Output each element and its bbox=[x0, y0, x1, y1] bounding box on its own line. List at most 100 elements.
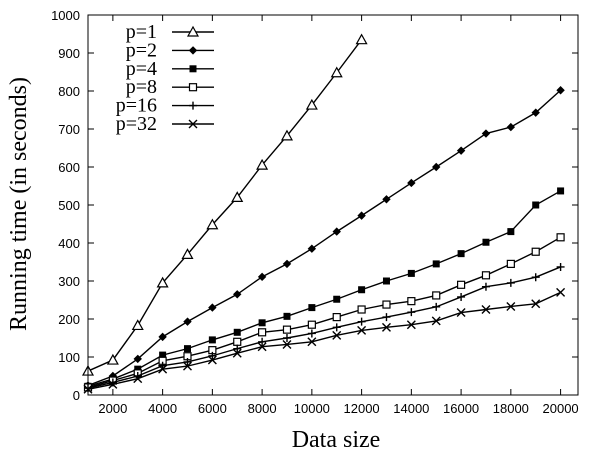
axis-ticks: 2000 4000 6000 8000 10000 12000 14000 16000 1800… bbox=[51, 8, 579, 416]
data-point bbox=[556, 262, 565, 271]
data-point bbox=[506, 259, 515, 268]
y-tick-label: 100 bbox=[58, 350, 80, 365]
data-point bbox=[308, 304, 316, 312]
data-point bbox=[407, 178, 416, 188]
legend-marker bbox=[189, 101, 197, 110]
data-point bbox=[481, 271, 491, 280]
data-point bbox=[481, 282, 490, 291]
y-tick-label: 800 bbox=[58, 84, 80, 99]
data-point bbox=[282, 325, 292, 334]
data-point bbox=[257, 272, 267, 282]
data-point bbox=[457, 292, 466, 301]
data-point bbox=[233, 290, 242, 299]
data-point bbox=[307, 244, 317, 253]
x-axis-title: Data size bbox=[292, 427, 381, 453]
legend: p=1p=2p=4p=8p=16p=32 bbox=[116, 21, 214, 135]
data-point bbox=[257, 342, 267, 352]
data-point bbox=[456, 308, 466, 318]
data-point bbox=[357, 325, 367, 335]
data-point bbox=[481, 129, 491, 138]
data-point bbox=[233, 344, 242, 353]
data-point bbox=[233, 328, 241, 336]
data-point bbox=[432, 162, 441, 172]
data-point bbox=[406, 320, 416, 330]
plot-frame bbox=[87, 14, 579, 396]
series-line bbox=[87, 190, 561, 387]
x-tick-label: 8000 bbox=[248, 401, 277, 416]
data-point bbox=[206, 218, 219, 230]
data-point bbox=[283, 312, 291, 320]
x-tick-label: 18000 bbox=[493, 401, 529, 416]
data-point bbox=[233, 337, 242, 346]
data-point bbox=[258, 319, 266, 327]
data-point bbox=[407, 297, 416, 306]
data-point bbox=[457, 250, 465, 258]
data-point bbox=[382, 277, 390, 285]
data-point bbox=[258, 337, 267, 346]
legend-label: p=8 bbox=[126, 76, 157, 98]
data-point bbox=[382, 313, 391, 322]
y-tick-label: 0 bbox=[73, 388, 80, 403]
series-line bbox=[87, 291, 561, 390]
y-tick-label: 700 bbox=[58, 122, 80, 137]
data-point bbox=[432, 291, 441, 300]
data-point bbox=[382, 300, 391, 309]
data-point bbox=[207, 355, 217, 365]
data-point bbox=[231, 191, 244, 202]
data-point bbox=[133, 374, 143, 384]
legend-marker bbox=[189, 65, 197, 73]
data-point bbox=[208, 351, 217, 360]
data-point bbox=[183, 345, 191, 353]
series-layer bbox=[81, 33, 566, 394]
data-point bbox=[159, 351, 167, 359]
y-tick-label: 300 bbox=[58, 274, 80, 289]
data-point bbox=[506, 122, 516, 132]
legend-label: p=16 bbox=[116, 95, 157, 117]
y-tick-label: 500 bbox=[58, 198, 80, 213]
x-tick-label: 20000 bbox=[543, 401, 579, 416]
x-tick-label: 10000 bbox=[294, 401, 330, 416]
series-line bbox=[87, 89, 562, 387]
x-tick-label: 4000 bbox=[148, 401, 177, 416]
legend-label: p=32 bbox=[116, 113, 157, 135]
data-point bbox=[307, 337, 317, 347]
x-tick-label: 12000 bbox=[344, 401, 380, 416]
data-point bbox=[432, 260, 440, 268]
x-tick-label: 6000 bbox=[198, 401, 227, 416]
data-point bbox=[158, 332, 167, 342]
y-tick-label: 400 bbox=[58, 236, 80, 251]
data-point bbox=[256, 158, 269, 170]
data-point bbox=[280, 129, 294, 141]
data-point bbox=[131, 319, 144, 331]
data-point bbox=[208, 336, 216, 344]
y-tick-label: 1000 bbox=[51, 8, 80, 23]
data-point bbox=[181, 248, 194, 259]
data-point bbox=[381, 322, 391, 332]
data-point bbox=[432, 302, 441, 311]
data-point bbox=[183, 317, 192, 326]
data-point bbox=[332, 323, 341, 332]
data-point bbox=[108, 379, 118, 389]
data-point bbox=[156, 276, 169, 288]
series-line bbox=[87, 266, 561, 389]
data-point bbox=[357, 317, 366, 326]
data-point bbox=[183, 357, 192, 366]
y-tick-label: 200 bbox=[58, 312, 80, 327]
data-point bbox=[307, 329, 316, 338]
data-point bbox=[407, 308, 416, 317]
series-p32 bbox=[83, 287, 566, 394]
data-point bbox=[531, 299, 541, 309]
data-point bbox=[282, 339, 292, 349]
legend-label: p=1 bbox=[126, 21, 157, 43]
data-point bbox=[531, 273, 540, 282]
x-tick-label: 16000 bbox=[443, 401, 479, 416]
series-line bbox=[87, 39, 363, 372]
data-point bbox=[358, 286, 366, 294]
data-point bbox=[557, 187, 565, 195]
data-point bbox=[456, 280, 466, 289]
data-point bbox=[556, 287, 566, 297]
data-point bbox=[382, 195, 391, 204]
data-point bbox=[507, 228, 515, 236]
data-point bbox=[182, 361, 192, 371]
